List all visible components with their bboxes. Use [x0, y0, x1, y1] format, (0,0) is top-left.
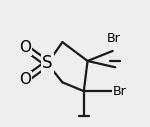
Text: Br: Br [113, 85, 126, 98]
Text: O: O [19, 40, 31, 55]
Text: O: O [19, 72, 31, 87]
Text: Br: Br [106, 32, 120, 45]
Text: S: S [42, 54, 53, 73]
